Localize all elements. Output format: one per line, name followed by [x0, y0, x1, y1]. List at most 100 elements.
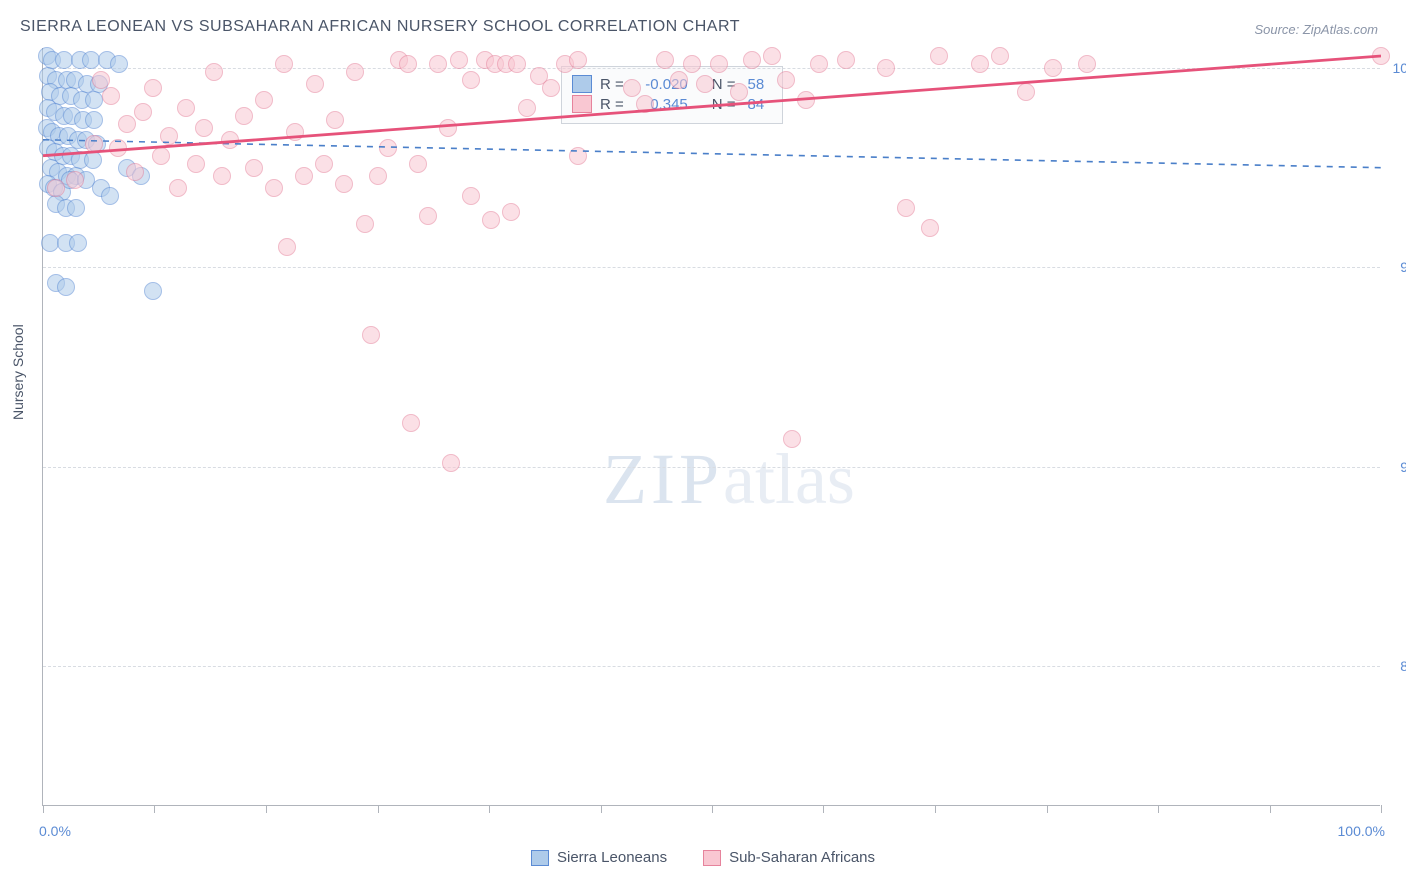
marker-subsaharan	[930, 47, 948, 65]
legend-swatch-icon	[703, 850, 721, 866]
r-label: R =	[600, 76, 624, 93]
marker-subsaharan	[542, 79, 560, 97]
marker-subsaharan	[797, 91, 815, 109]
watermark: ZIPatlas	[603, 438, 855, 521]
n-value: 84	[748, 96, 765, 113]
marker-sierra-leonean	[67, 199, 85, 217]
marker-subsaharan	[356, 215, 374, 233]
marker-subsaharan	[286, 123, 304, 141]
marker-sierra-leonean	[57, 278, 75, 296]
bottom-legend-item: Sierra Leoneans	[531, 849, 667, 866]
x-tick	[823, 805, 824, 813]
marker-subsaharan	[991, 47, 1009, 65]
marker-sierra-leonean	[101, 187, 119, 205]
marker-subsaharan	[245, 159, 263, 177]
legend-swatch-icon	[531, 850, 549, 866]
x-tick	[1047, 805, 1048, 813]
watermark-atlas: atlas	[723, 439, 855, 519]
marker-subsaharan	[730, 83, 748, 101]
marker-subsaharan	[450, 51, 468, 69]
marker-subsaharan	[897, 199, 915, 217]
marker-subsaharan	[169, 179, 187, 197]
x-tick	[154, 805, 155, 813]
x-tick	[1158, 805, 1159, 813]
x-tick	[43, 805, 44, 813]
marker-subsaharan	[177, 99, 195, 117]
legend-swatch-icon	[572, 95, 592, 113]
marker-subsaharan	[335, 175, 353, 193]
marker-subsaharan	[743, 51, 761, 69]
marker-subsaharan	[783, 430, 801, 448]
marker-sierra-leonean	[85, 91, 103, 109]
x-tick	[378, 805, 379, 813]
marker-subsaharan	[265, 179, 283, 197]
trendlines-layer	[43, 48, 1381, 806]
gridline	[43, 467, 1380, 468]
marker-subsaharan	[683, 55, 701, 73]
plot-area: ZIPatlas R =-0.020N =58R = 0.345N =84 85…	[42, 48, 1380, 806]
marker-subsaharan	[508, 55, 526, 73]
marker-subsaharan	[710, 55, 728, 73]
marker-subsaharan	[187, 155, 205, 173]
marker-subsaharan	[278, 238, 296, 256]
marker-subsaharan	[623, 79, 641, 97]
marker-subsaharan	[971, 55, 989, 73]
marker-subsaharan	[346, 63, 364, 81]
marker-subsaharan	[195, 119, 213, 137]
legend-label: Sierra Leoneans	[557, 849, 667, 866]
y-tick-label: 85.0%	[1388, 658, 1406, 674]
marker-sierra-leonean	[110, 55, 128, 73]
marker-subsaharan	[326, 111, 344, 129]
chart-title: SIERRA LEONEAN VS SUBSAHARAN AFRICAN NUR…	[20, 18, 740, 36]
marker-subsaharan	[144, 79, 162, 97]
marker-subsaharan	[379, 139, 397, 157]
marker-subsaharan	[763, 47, 781, 65]
marker-subsaharan	[402, 414, 420, 432]
gridline	[43, 267, 1380, 268]
marker-subsaharan	[569, 51, 587, 69]
marker-sierra-leonean	[84, 151, 102, 169]
bottom-legend: Sierra LeoneansSub-Saharan Africans	[531, 849, 875, 866]
marker-subsaharan	[1017, 83, 1035, 101]
marker-subsaharan	[369, 167, 387, 185]
x-tick	[1270, 805, 1271, 813]
source-label: Source: ZipAtlas.com	[1254, 22, 1378, 37]
marker-subsaharan	[442, 454, 460, 472]
marker-subsaharan	[921, 219, 939, 237]
x-tick	[601, 805, 602, 813]
y-tick-label: 95.0%	[1388, 259, 1406, 275]
marker-subsaharan	[235, 107, 253, 125]
marker-subsaharan	[810, 55, 828, 73]
marker-subsaharan	[399, 55, 417, 73]
marker-subsaharan	[1372, 47, 1390, 65]
marker-subsaharan	[134, 103, 152, 121]
marker-subsaharan	[518, 99, 536, 117]
watermark-zip: ZIP	[603, 439, 723, 519]
marker-subsaharan	[213, 167, 231, 185]
marker-subsaharan	[66, 171, 84, 189]
marker-subsaharan	[275, 55, 293, 73]
marker-subsaharan	[696, 75, 714, 93]
marker-subsaharan	[85, 135, 103, 153]
marker-subsaharan	[462, 71, 480, 89]
marker-subsaharan	[636, 95, 654, 113]
marker-subsaharan	[118, 115, 136, 133]
marker-subsaharan	[221, 131, 239, 149]
marker-subsaharan	[429, 55, 447, 73]
marker-subsaharan	[315, 155, 333, 173]
marker-subsaharan	[1078, 55, 1096, 73]
marker-subsaharan	[47, 179, 65, 197]
marker-subsaharan	[362, 326, 380, 344]
marker-subsaharan	[419, 207, 437, 225]
x-tick	[1381, 805, 1382, 813]
marker-sierra-leonean	[85, 111, 103, 129]
marker-subsaharan	[109, 139, 127, 157]
r-label: R =	[600, 96, 624, 113]
marker-subsaharan	[837, 51, 855, 69]
y-tick-label: 100.0%	[1388, 60, 1406, 76]
marker-subsaharan	[670, 71, 688, 89]
marker-subsaharan	[502, 203, 520, 221]
marker-subsaharan	[160, 127, 178, 145]
x-tick-label: 0.0%	[39, 823, 71, 839]
y-axis-label: Nursery School	[10, 324, 26, 420]
